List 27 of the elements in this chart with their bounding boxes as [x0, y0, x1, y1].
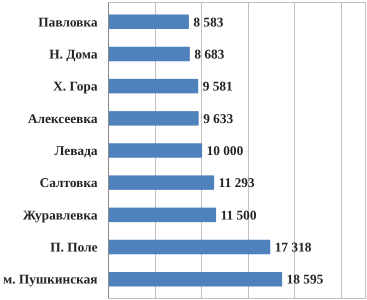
y-tick-label: Н. Дома: [49, 46, 98, 62]
bar: [108, 78, 198, 94]
bar: [108, 111, 199, 126]
data-label: 9 581: [202, 78, 233, 94]
y-tick-label: м. Пушкинская: [3, 272, 98, 287]
data-label: 8 683: [194, 46, 225, 62]
bar: [108, 143, 202, 158]
data-label: 11 293: [218, 175, 255, 190]
bar: [108, 14, 189, 30]
y-tick-label: Журавлевка: [22, 207, 98, 222]
y-tick-label: Х. Гора: [53, 78, 98, 94]
bar: [108, 272, 282, 286]
data-label: 9 633: [203, 110, 234, 126]
y-tick-label: Салтовка: [40, 175, 98, 190]
data-label: 18 595: [286, 272, 324, 287]
data-label: 11 500: [220, 207, 257, 222]
data-label: 8 583: [193, 14, 224, 30]
y-tick-label: Алексеевка: [28, 110, 98, 126]
bar: [108, 240, 270, 254]
data-label: 10 000: [206, 143, 244, 158]
bar: [108, 175, 214, 190]
bar: [108, 208, 216, 222]
y-tick-label: П. Поле: [50, 240, 98, 255]
bar: [108, 46, 190, 62]
y-tick-label: Павловка: [38, 14, 98, 30]
data-label: 17 318: [274, 240, 312, 255]
y-tick-label: Левада: [54, 143, 98, 158]
